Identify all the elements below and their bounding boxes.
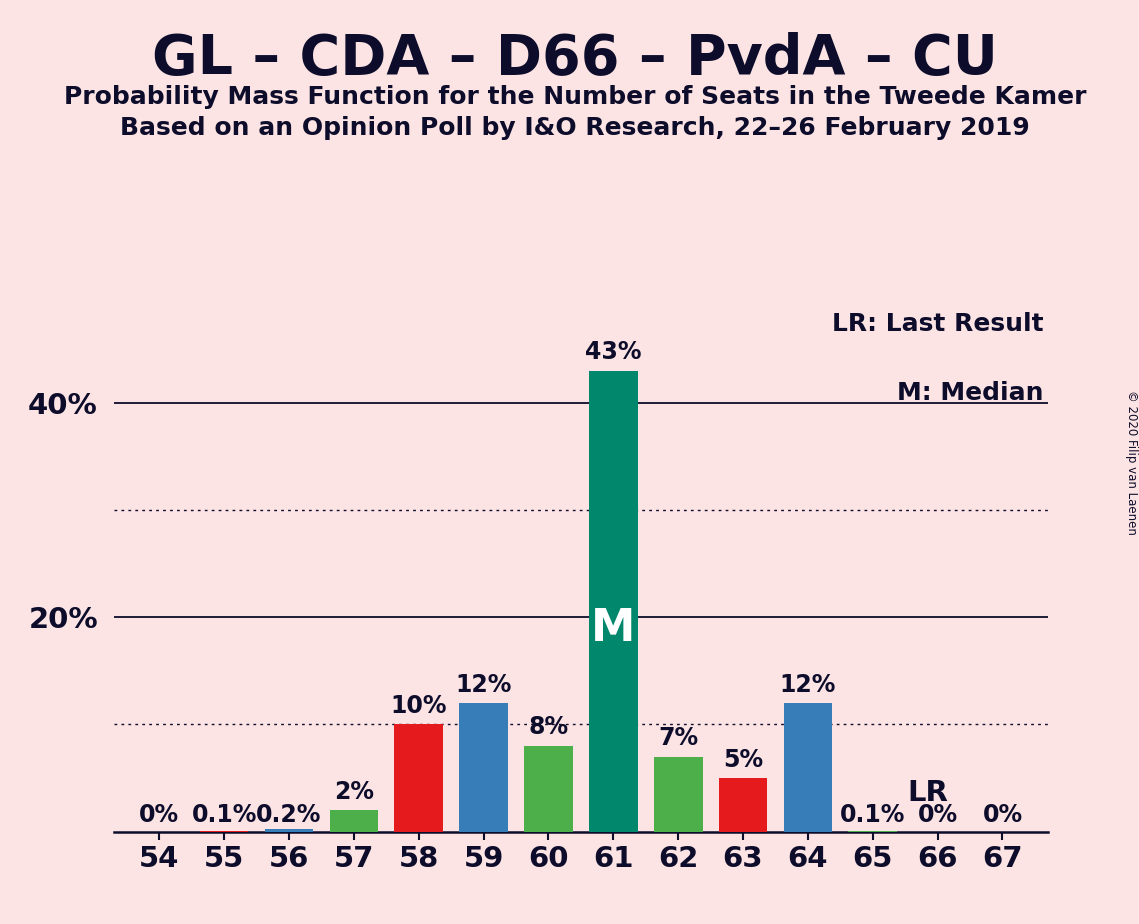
Bar <box>199 831 248 832</box>
Bar <box>654 757 703 832</box>
Text: 5%: 5% <box>723 748 763 772</box>
Text: M: Median: M: Median <box>896 382 1043 406</box>
Text: 0%: 0% <box>139 803 179 827</box>
Text: Based on an Opinion Poll by I&O Research, 22–26 February 2019: Based on an Opinion Poll by I&O Research… <box>121 116 1030 140</box>
Text: 12%: 12% <box>456 673 511 697</box>
Text: 0%: 0% <box>918 803 958 827</box>
Text: LR: LR <box>908 779 949 807</box>
Text: 2%: 2% <box>334 780 374 804</box>
Text: 0.1%: 0.1% <box>841 803 906 827</box>
Text: 8%: 8% <box>528 715 568 739</box>
Bar <box>459 703 508 832</box>
Text: M: M <box>591 607 636 650</box>
Text: LR: Last Result: LR: Last Result <box>831 311 1043 335</box>
Bar <box>719 778 768 832</box>
Text: 7%: 7% <box>658 726 698 750</box>
Bar <box>589 371 638 832</box>
Bar <box>329 810 378 832</box>
Text: 43%: 43% <box>585 340 641 364</box>
Text: 10%: 10% <box>391 694 446 718</box>
Text: 0%: 0% <box>983 803 1023 827</box>
Bar <box>849 831 898 832</box>
Bar <box>784 703 833 832</box>
Text: 0.2%: 0.2% <box>256 803 321 827</box>
Text: GL – CDA – D66 – PvdA – CU: GL – CDA – D66 – PvdA – CU <box>153 32 998 86</box>
Text: © 2020 Filip van Laenen: © 2020 Filip van Laenen <box>1124 390 1138 534</box>
Bar <box>524 746 573 832</box>
Text: 0.1%: 0.1% <box>191 803 257 827</box>
Bar <box>394 724 443 832</box>
Bar <box>264 830 313 832</box>
Text: Probability Mass Function for the Number of Seats in the Tweede Kamer: Probability Mass Function for the Number… <box>64 85 1087 109</box>
Text: 12%: 12% <box>780 673 836 697</box>
